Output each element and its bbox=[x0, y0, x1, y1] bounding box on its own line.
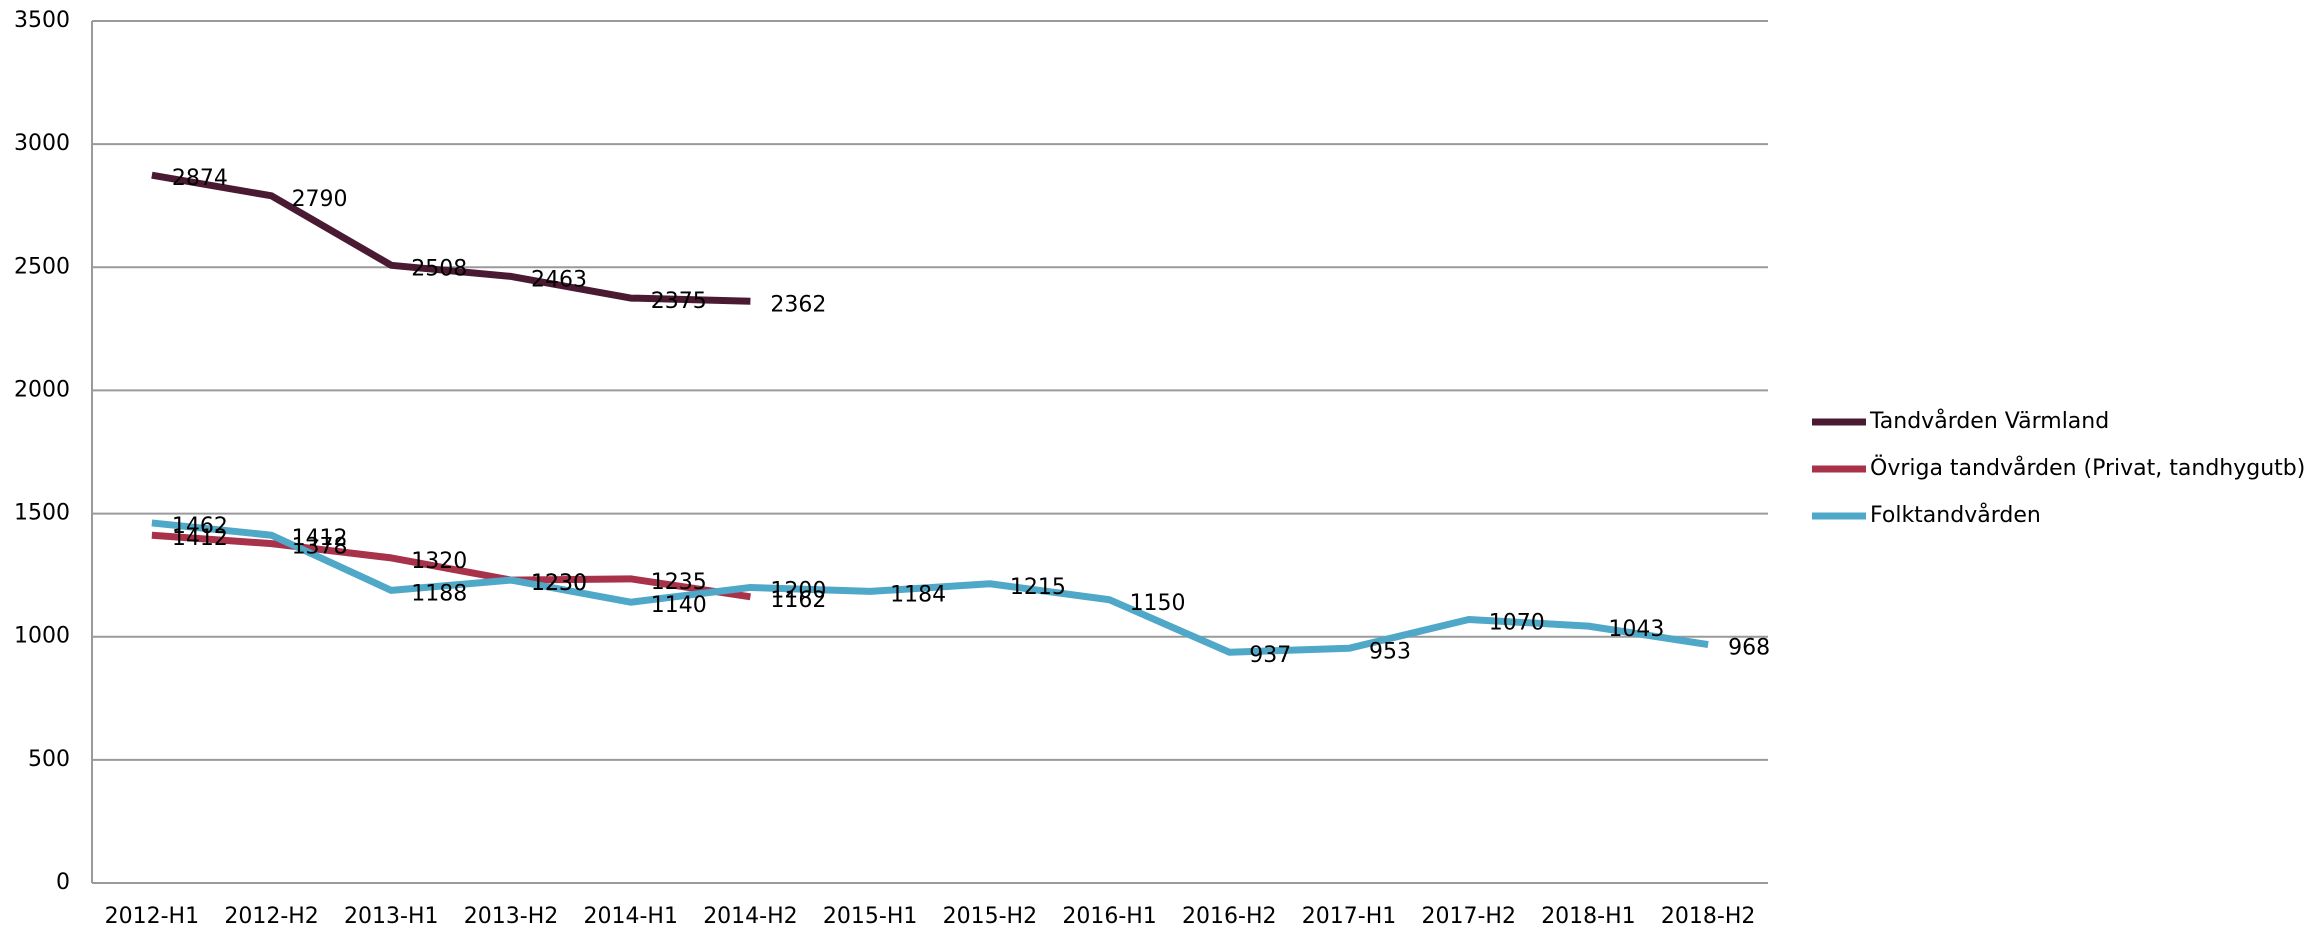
series-line bbox=[151, 519, 1709, 656]
x-tick-label: 2015-H2 bbox=[943, 904, 1037, 929]
data-label: 1215 bbox=[1010, 575, 1066, 600]
legend-label: Tandvården Värmland bbox=[1869, 408, 2109, 434]
x-tick-label: 2017-H1 bbox=[1302, 904, 1396, 929]
x-tick-label: 2015-H1 bbox=[823, 904, 917, 929]
legend-label: Övriga tandvården (Privat, tandhygutb) bbox=[1870, 455, 2305, 481]
data-label: 937 bbox=[1249, 643, 1291, 668]
data-label: 968 bbox=[1728, 636, 1770, 661]
x-tick-label: 2012-H1 bbox=[105, 904, 199, 929]
y-tick-label: 2500 bbox=[14, 254, 70, 279]
data-label: 1200 bbox=[770, 578, 826, 603]
data-label: 2790 bbox=[292, 187, 348, 212]
x-tick-label: 2014-H1 bbox=[583, 904, 677, 929]
series-line bbox=[151, 171, 751, 305]
x-tick-label: 2017-H2 bbox=[1421, 904, 1515, 929]
data-label: 1184 bbox=[890, 582, 946, 607]
x-tick-label: 2014-H2 bbox=[703, 904, 797, 929]
data-label: 1188 bbox=[411, 581, 467, 606]
legend-label: Folktandvården bbox=[1870, 502, 2041, 528]
data-label: 2375 bbox=[651, 289, 707, 314]
y-tick-label: 0 bbox=[56, 870, 70, 895]
data-label: 2362 bbox=[770, 292, 826, 317]
data-label: 1070 bbox=[1489, 610, 1545, 635]
data-label: 1043 bbox=[1608, 617, 1664, 642]
x-tick-label: 2016-H2 bbox=[1182, 904, 1276, 929]
data-label: 953 bbox=[1369, 639, 1411, 664]
data-label: 2508 bbox=[411, 256, 467, 281]
data-label: 1140 bbox=[651, 593, 707, 618]
x-tick-label: 2018-H1 bbox=[1541, 904, 1635, 929]
x-tick-label: 2013-H2 bbox=[464, 904, 558, 929]
x-tick-label: 2018-H2 bbox=[1661, 904, 1755, 929]
data-label: 1412 bbox=[292, 526, 348, 551]
series-line bbox=[151, 531, 751, 601]
data-label: 1320 bbox=[411, 549, 467, 574]
data-label: 2463 bbox=[531, 267, 587, 292]
x-tick-label: 2013-H1 bbox=[344, 904, 438, 929]
y-tick-label: 500 bbox=[28, 747, 70, 772]
data-label: 2874 bbox=[172, 166, 228, 191]
y-tick-label: 3500 bbox=[14, 8, 70, 33]
y-tick-label: 1000 bbox=[14, 624, 70, 649]
x-tick-label: 2012-H2 bbox=[224, 904, 318, 929]
data-label: 1235 bbox=[651, 570, 707, 595]
data-label: 1230 bbox=[531, 571, 587, 596]
y-tick-label: 2000 bbox=[14, 377, 70, 402]
data-label: 1162 bbox=[770, 588, 826, 613]
data-label: 1462 bbox=[172, 514, 228, 539]
data-label: 1150 bbox=[1130, 591, 1186, 616]
data-label: 1378 bbox=[292, 535, 348, 560]
data-label: 1412 bbox=[172, 526, 228, 551]
y-tick-label: 1500 bbox=[14, 501, 70, 526]
data-label: 1230 bbox=[531, 571, 587, 596]
x-tick-label: 2016-H1 bbox=[1062, 904, 1156, 929]
y-tick-label: 3000 bbox=[14, 131, 70, 156]
